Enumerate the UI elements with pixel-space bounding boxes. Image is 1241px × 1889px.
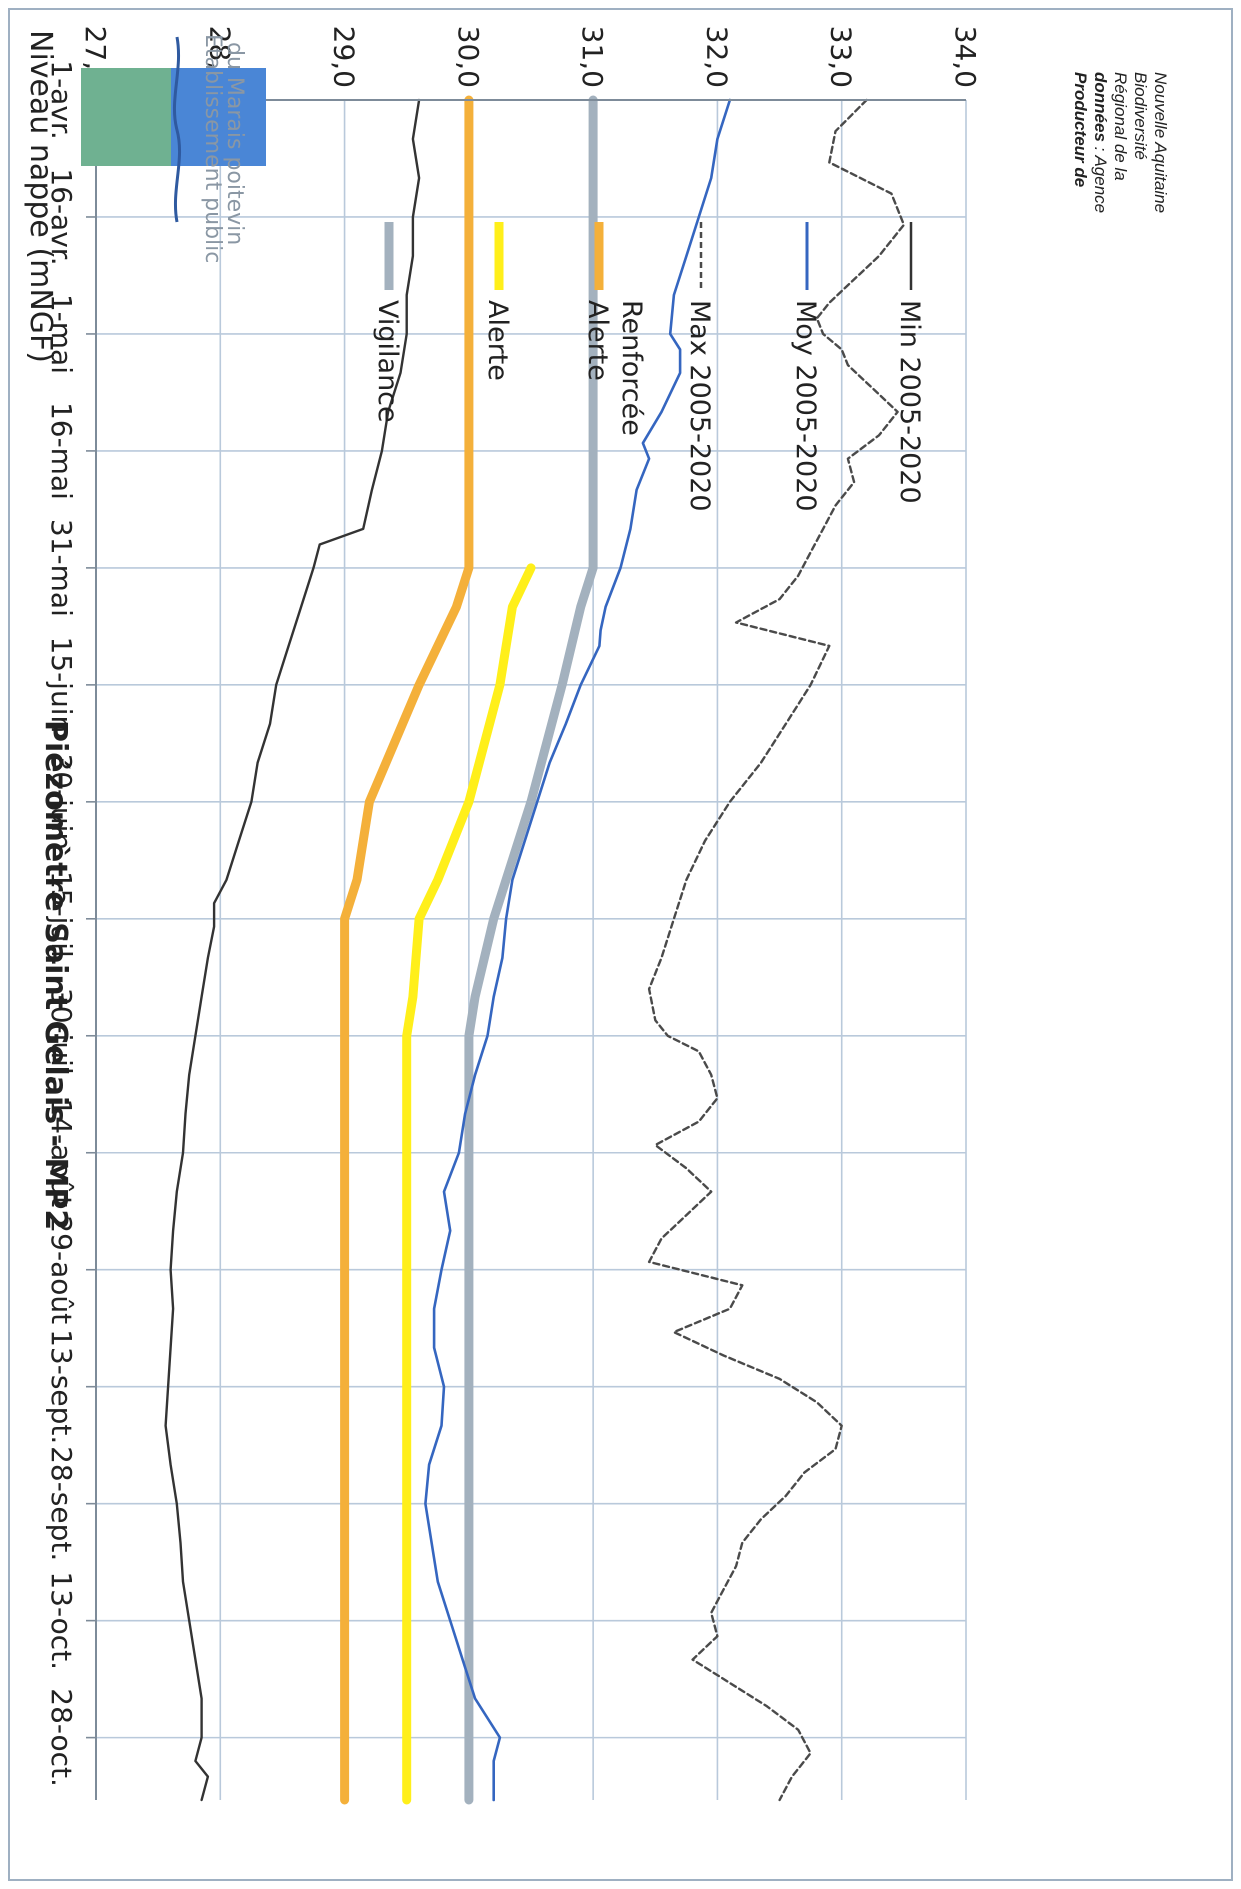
x-tick-label: 13-sept. [45, 1329, 78, 1444]
legend-label-alerte-renforcee-line1: Alerte [582, 300, 613, 381]
series-alerte [402, 563, 536, 1805]
legend: Vigilance Alerte Alerte Renforcée Max 20… [372, 222, 925, 512]
legend-label-max: Max 2005-2020 [684, 300, 715, 512]
y-tick-label: 34,0 [949, 26, 982, 88]
x-tick-label: 28-oct. [45, 1688, 78, 1787]
y-tick-label: 31,0 [576, 26, 609, 88]
page-frame [8, 8, 1233, 1881]
logo-wave-line [173, 36, 181, 223]
legend-label-alerte: Alerte [482, 300, 513, 381]
legend-label-min: Min 2005-2020 [894, 300, 925, 504]
x-tick-labels: 1-avr. 16-avr. 1-mai 16-mai 31-mai 15-juin 30-… [45, 60, 78, 1787]
series-moy [424, 98, 732, 1802]
x-tick-label: 15-juin [45, 636, 78, 733]
x-tick-label: 29-août [45, 1215, 78, 1324]
x-tick-label: 16-mai [45, 402, 78, 500]
y-axis-label: Niveau nappe (mNGF) [23, 30, 58, 363]
x-tick-label: 30-juil. [45, 988, 78, 1084]
x-tick-label: 15-juil. [45, 871, 78, 967]
chart-title: Piézomètre Saint Gelais - MP2 [38, 720, 73, 1230]
x-tick-label: 13-oct. [45, 1571, 78, 1670]
x-tick-label: 30-juin [45, 753, 78, 850]
x-tick-label: 1-avr. [45, 60, 78, 140]
x-tick-label: 31-mai [45, 519, 78, 617]
series-max [647, 98, 906, 1802]
credit-line1: Producteur de [1071, 72, 1090, 187]
credit-line2-rest: : Agence [1091, 142, 1110, 213]
credit-line2-bold: données [1091, 72, 1110, 142]
logo-green-block [81, 68, 176, 166]
grid [95, 99, 967, 1800]
organization-name-line2: du Marais poitevin [222, 42, 247, 245]
organization-name-line1: Etablissement public [200, 34, 225, 263]
credit-line5: Nouvelle Aquitaine [1151, 72, 1170, 213]
credit-line4: Biodiversité [1131, 72, 1150, 160]
credit-line3: Régional de la [1111, 72, 1130, 181]
series-alerte-renforcee [340, 95, 474, 1805]
series-min [164, 98, 421, 1802]
x-tick-label: 16-avr. [45, 168, 78, 265]
y-tick-label: 29,0 [328, 26, 361, 88]
x-tick-label: 28-sept. [45, 1446, 78, 1561]
series-layer [164, 95, 906, 1805]
data-producer-credit: Producteur de données : Agence Régional … [1071, 72, 1170, 213]
organization-logo [81, 36, 266, 223]
axes [86, 99, 966, 1800]
x-tick-label: 14-août [45, 1098, 78, 1207]
y-tick-label: 32,0 [700, 26, 733, 88]
logo-blue-block [171, 68, 266, 166]
legend-label-moy: Moy 2005-2020 [790, 300, 821, 512]
y-tick-label: 30,0 [452, 26, 485, 88]
y-tick-label: 33,0 [825, 26, 858, 88]
legend-label-vigilance: Vigilance [372, 300, 403, 423]
series-vigilance [464, 95, 598, 1805]
legend-label-alerte-renforcee-line2: Renforcée [616, 300, 647, 436]
x-tick-label: 1-mai [45, 294, 78, 374]
credit-line2: données : Agence [1091, 72, 1110, 213]
